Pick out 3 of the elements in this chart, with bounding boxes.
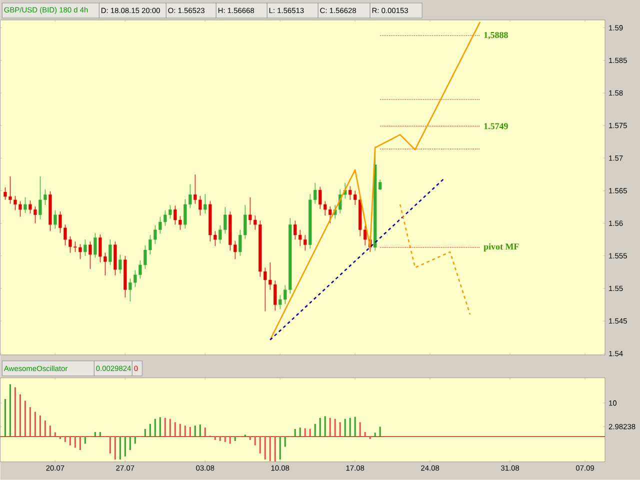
- ref-line-label: pivot MF: [484, 243, 519, 252]
- ref-line-label: 1.5749: [484, 123, 508, 130]
- ref-line-label: 1,5888: [484, 32, 508, 40]
